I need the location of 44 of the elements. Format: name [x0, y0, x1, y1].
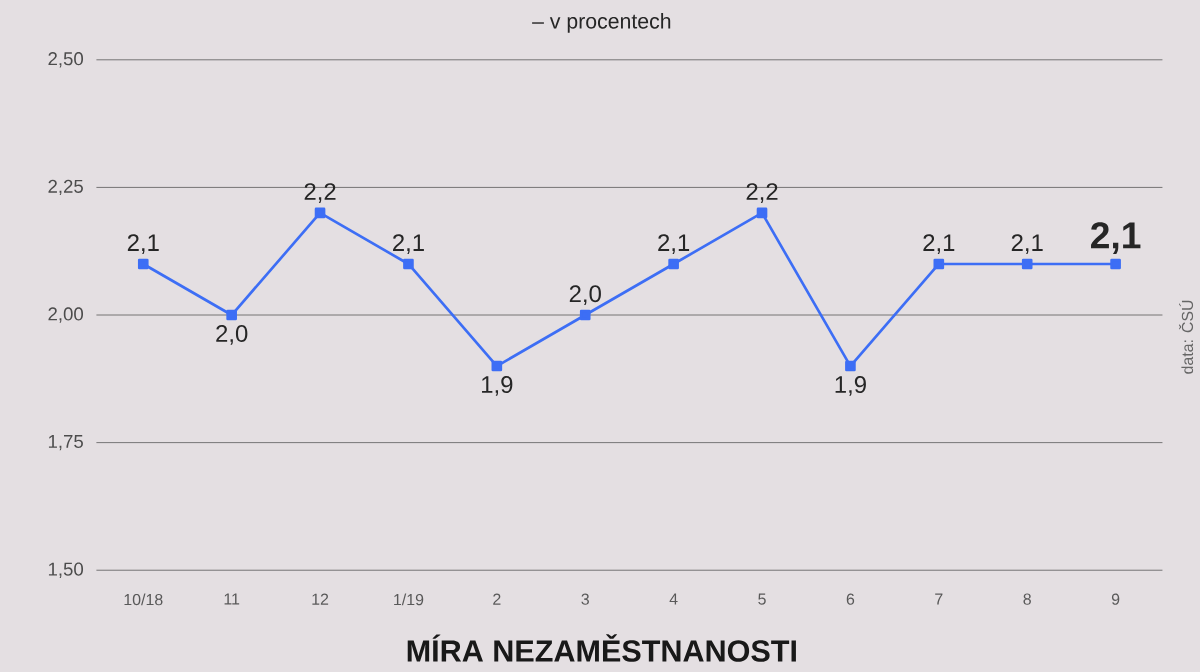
x-tick-label: 2 [493, 593, 501, 605]
point [491, 360, 503, 372]
point [1110, 258, 1121, 270]
data-label: 2,1 [658, 234, 690, 255]
data-label: 2,0 [569, 285, 601, 306]
x-tick-label: 1/19 [394, 593, 424, 606]
point [756, 207, 768, 219]
x-tick-label: 8 [1023, 593, 1031, 605]
point [314, 207, 326, 219]
data-label: 2,1 [1091, 222, 1141, 254]
point [1021, 258, 1033, 270]
x-tick-label: 3 [581, 593, 589, 605]
y-tick-label: 1,50 [48, 562, 84, 578]
text: MÍRA NEZAMĚSTNANOSTI [407, 634, 796, 662]
x-tick-label: 11 [224, 593, 240, 605]
point [668, 258, 679, 270]
text: data: ČSÚ [1178, 300, 1194, 374]
point [137, 258, 149, 270]
y-tick-label: 1,75 [48, 435, 83, 451]
data-label: 1,9 [835, 376, 866, 396]
x-tick-label: 10/18 [124, 593, 163, 606]
y-tick-label: 2,25 [48, 179, 83, 196]
x-tick-label: 9 [1111, 593, 1120, 605]
point [403, 258, 414, 270]
data-label: 2,1 [127, 234, 159, 255]
point [579, 309, 591, 321]
chart-subtitle: – v procentech [532, 13, 671, 33]
x-tick-label: 6 [846, 593, 855, 605]
y-tick-label: 2,50 [48, 52, 84, 68]
x-tick-label: 7 [935, 593, 943, 605]
data-label: 2,1 [1011, 234, 1043, 255]
y-tick-label: 2,00 [48, 307, 84, 323]
x-tick-label: 5 [758, 593, 766, 605]
point [226, 309, 237, 321]
point [933, 258, 945, 270]
data-label: 2,0 [216, 325, 248, 345]
x-tick-label: 12 [312, 593, 329, 605]
data-label: 2,1 [923, 234, 955, 255]
data-label: 2,2 [304, 183, 336, 203]
point [845, 360, 856, 372]
x-tick-label: 4 [669, 593, 678, 605]
data-label: 2,1 [393, 234, 424, 255]
data-label: 2,2 [746, 183, 778, 203]
data-label: 1,9 [482, 376, 513, 396]
